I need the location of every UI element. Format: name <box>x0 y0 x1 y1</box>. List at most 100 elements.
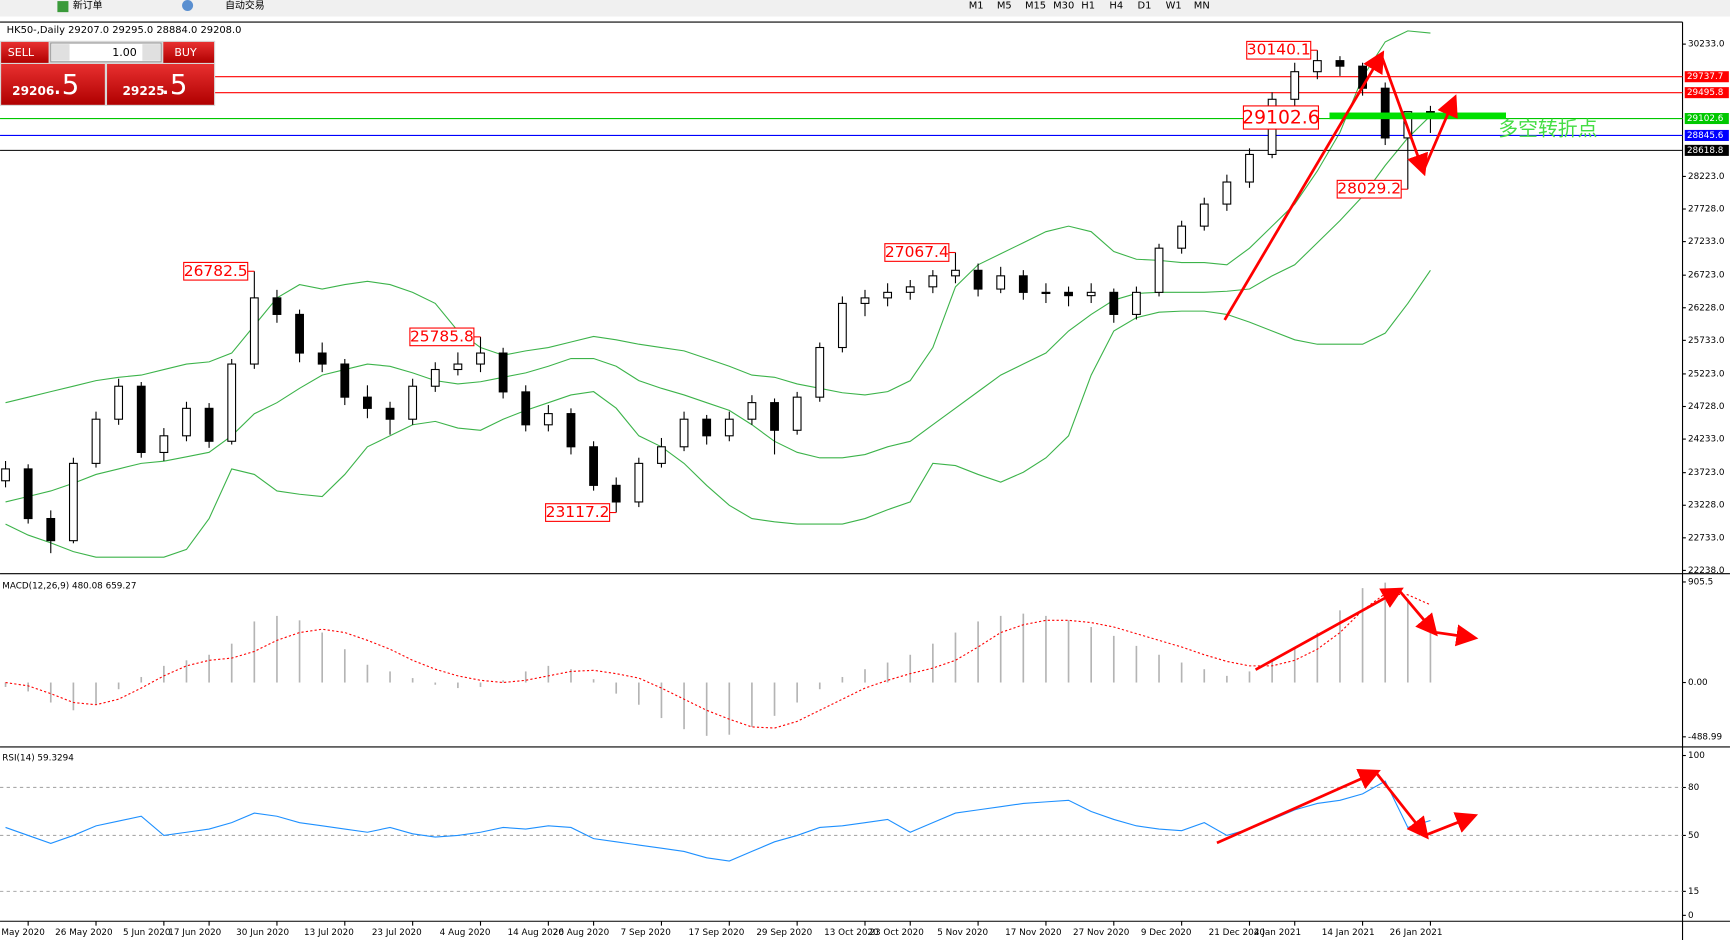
candle-body <box>46 517 56 542</box>
rsi-line <box>5 780 1431 862</box>
y-tick-label: 23723.0 <box>1688 468 1725 478</box>
ask-pips: .5 <box>161 68 187 101</box>
sell-label[interactable]: SELL <box>8 46 35 59</box>
chart-title: HK50-,Daily 29207.0 29295.0 28884.0 2920… <box>7 25 242 36</box>
x-tick-label: 26 Aug 2020 <box>553 928 610 938</box>
annotation-box <box>409 327 475 347</box>
candle-body <box>1131 291 1141 315</box>
y-tick-label: 27233.0 <box>1688 237 1725 247</box>
candle-body <box>23 468 33 520</box>
candle-body <box>1335 60 1345 67</box>
buy-button[interactable] <box>163 41 215 63</box>
x-tick-label: 17 Jun 2020 <box>168 928 221 938</box>
x-tick-label: 4 Aug 2020 <box>440 928 491 938</box>
candle-body <box>1290 71 1300 100</box>
y-tick-label: 25733.0 <box>1688 336 1725 346</box>
y-tick-label: 25223.0 <box>1688 369 1725 379</box>
y-tick-label: 0.00 <box>1688 678 1708 688</box>
y-tick-label: 24233.0 <box>1688 435 1725 445</box>
price-level-label: 28845.6 <box>1687 131 1724 141</box>
rsi-title: RSI(14) 59.3294 <box>2 753 74 763</box>
candle-body <box>883 291 893 299</box>
candle-body <box>1109 291 1119 315</box>
auto-trading-icon[interactable] <box>182 0 194 12</box>
price-level-tag <box>1684 113 1729 125</box>
candle-body <box>204 407 214 442</box>
x-tick-label: 21 Dec 2020 <box>1209 928 1266 938</box>
arrow <box>1374 771 1429 840</box>
toolbar <box>0 0 1730 17</box>
candle-body <box>747 402 757 420</box>
candle-body <box>1154 247 1164 293</box>
candle-body <box>91 418 101 464</box>
candle-body <box>657 446 666 464</box>
bid-box[interactable] <box>1 63 105 105</box>
candle-body <box>1426 111 1435 114</box>
x-tick-label: 14 Jan 2021 <box>1322 928 1375 938</box>
timeframe-button[interactable]: M1 <box>969 1 984 12</box>
candle-body <box>249 297 259 365</box>
x-tick-label: 4 Jan 2021 <box>1254 928 1301 938</box>
y-tick-label: 0 <box>1688 911 1694 921</box>
new-order-button[interactable]: 新订单 <box>73 0 103 12</box>
annotation-label: 30140.1 <box>1247 41 1311 59</box>
y-tick-label: 30233.0 <box>1688 40 1725 50</box>
lots-up[interactable] <box>142 44 160 61</box>
annotation-box <box>1246 40 1312 60</box>
candle-body <box>317 352 327 365</box>
timeframe-button[interactable]: H1 <box>1081 1 1095 12</box>
x-tick-label: 27 Nov 2020 <box>1073 928 1130 938</box>
candle-body <box>1312 60 1322 73</box>
annotation-label: 27067.4 <box>885 243 949 261</box>
candle-body <box>136 385 146 454</box>
candle-body <box>905 286 915 293</box>
timeframe-button[interactable]: H4 <box>1109 1 1123 12</box>
bollinger-band <box>5 269 1431 558</box>
candle-body <box>792 396 802 431</box>
timeframe-button[interactable]: M30 <box>1053 1 1074 12</box>
bid-pips: .5 <box>53 68 79 101</box>
bid-price: 29206 <box>12 84 54 98</box>
candle-body <box>928 275 938 288</box>
candle-body <box>724 418 734 437</box>
arrow <box>1434 624 1479 647</box>
price-level-label: 28618.8 <box>1687 146 1723 156</box>
marker-bar <box>1329 112 1507 120</box>
price-level-tag <box>1684 144 1729 156</box>
annotation-label: 26782.5 <box>184 262 248 280</box>
ask-box[interactable] <box>107 63 215 105</box>
candle-body <box>68 462 78 542</box>
timeframe-button[interactable]: MN <box>1194 1 1210 12</box>
arrow <box>1424 812 1479 837</box>
buy-label[interactable]: BUY <box>174 46 197 59</box>
x-tick-label: 5 Nov 2020 <box>937 928 988 938</box>
x-tick-label: 30 Jun 2020 <box>236 928 289 938</box>
price-level-label: 29495.8 <box>1687 88 1723 98</box>
candle-body <box>182 407 191 437</box>
sell-button[interactable] <box>1 41 49 63</box>
candle-body <box>634 462 644 503</box>
arrow <box>1380 54 1429 177</box>
auto-trading-button[interactable]: 自动交易 <box>225 0 265 12</box>
candle-body <box>702 418 712 437</box>
timeframe-button[interactable]: M15 <box>1025 1 1046 12</box>
annotation-box <box>1336 179 1402 199</box>
lots-field[interactable] <box>50 42 162 63</box>
new-order-icon[interactable] <box>57 1 69 13</box>
x-tick-label: 9 Dec 2020 <box>1141 928 1192 938</box>
timeframe-button[interactable]: W1 <box>1166 1 1182 12</box>
annotation-label: 28029.2 <box>1337 180 1401 198</box>
lots-down[interactable] <box>51 44 70 61</box>
rsi-pane: 100 80 50 15 0 <box>0 751 1705 921</box>
candle-body <box>114 385 124 420</box>
annotation-label: 25785.8 <box>410 327 474 345</box>
x-tick-label: 7 Sep 2020 <box>621 928 672 938</box>
candle-body <box>1086 291 1096 297</box>
y-tick-label: 24728.0 <box>1688 402 1725 412</box>
x-tick-label: 14 Aug 2020 <box>508 928 565 938</box>
lots-value[interactable]: 1.00 <box>112 46 137 59</box>
timeframe-button[interactable]: M5 <box>997 1 1012 12</box>
price-level-label: 29737.7 <box>1687 72 1723 82</box>
candle-body <box>611 484 621 503</box>
timeframe-button[interactable]: D1 <box>1138 1 1152 12</box>
